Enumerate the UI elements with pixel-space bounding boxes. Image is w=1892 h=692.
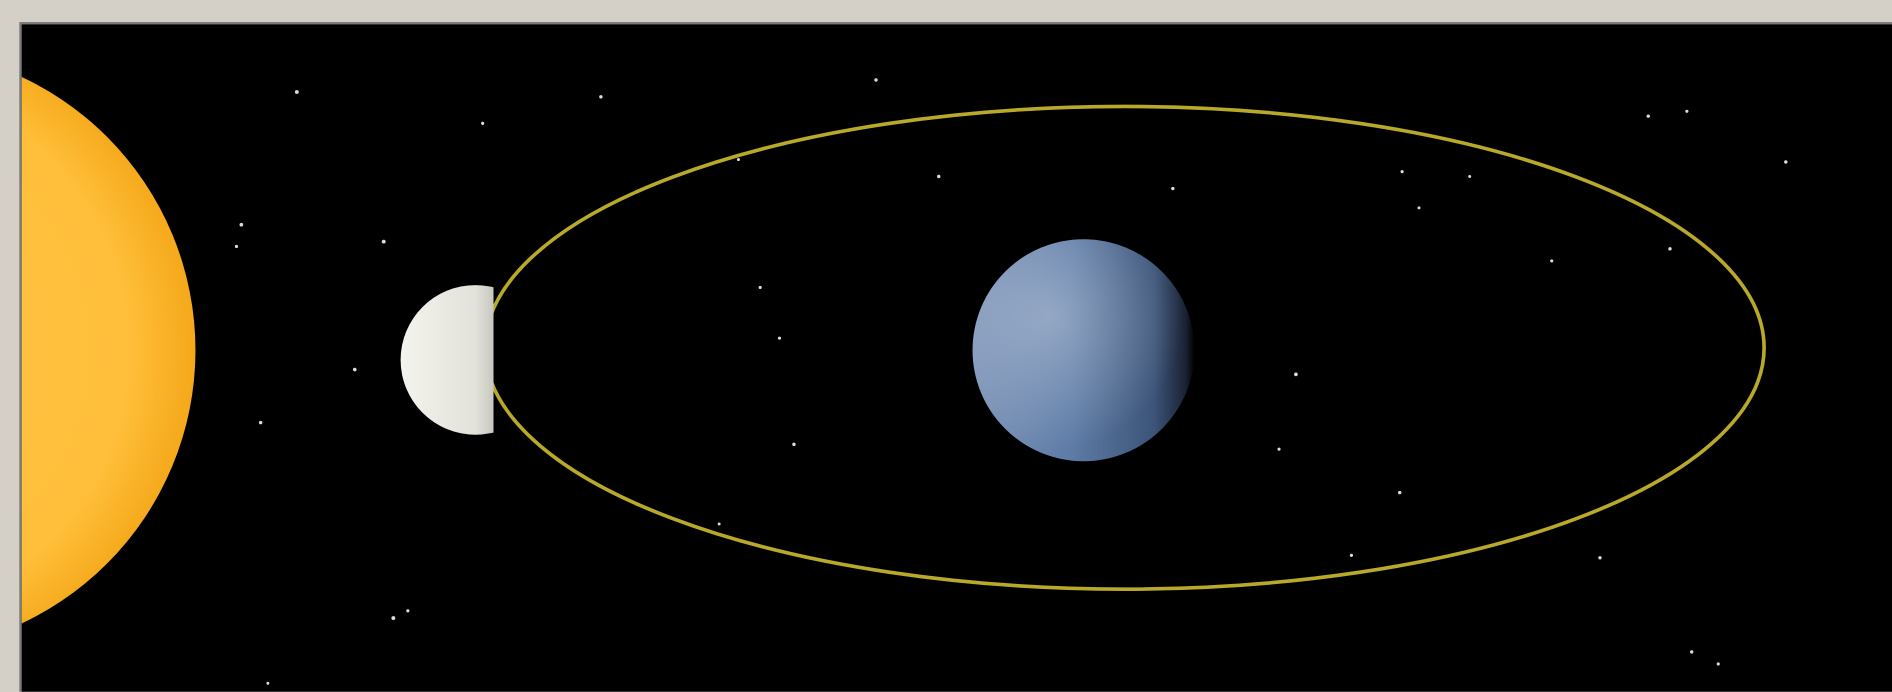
stars — [234, 78, 1788, 685]
space — [21, 77, 1788, 685]
moon — [400, 285, 494, 435]
sun — [21, 77, 196, 624]
space-background — [21, 24, 1892, 692]
earth — [972, 239, 1195, 462]
